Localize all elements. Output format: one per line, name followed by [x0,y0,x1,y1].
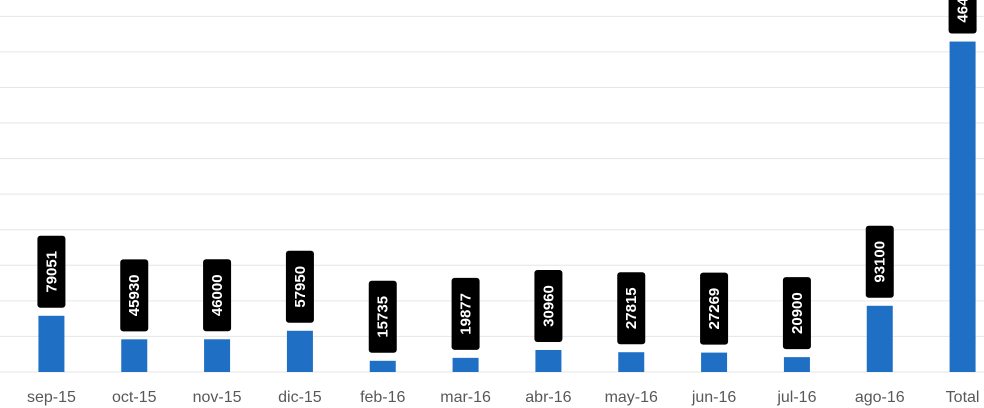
data-label: 93100 [872,241,889,283]
data-label-box [120,259,149,332]
x-tick-label: mar-16 [440,389,491,406]
data-label: 20900 [789,292,806,334]
bar [38,315,65,372]
data-label: 15735 [375,296,392,338]
data-label-box [37,235,66,308]
data-label-box [203,259,232,332]
x-tick-label: Total [946,389,980,406]
x-tick-label: may-16 [605,389,658,406]
data-label-box [368,280,397,353]
data-label: 46000 [209,274,226,316]
x-tick-label: ago-16 [855,389,905,406]
bar [701,352,728,372]
data-label-box [782,277,811,350]
bar [618,352,645,372]
x-tick-label: abr-16 [525,389,571,406]
data-label: 30960 [540,285,557,327]
bar [121,339,148,372]
bar [866,305,893,372]
data-label: 57950 [292,266,309,308]
bar [949,41,976,372]
x-tick-label: jul-16 [776,389,816,406]
bar [369,360,396,372]
x-tick-label: nov-15 [193,389,242,406]
x-tick-label: feb-16 [360,389,405,406]
bar [452,357,479,372]
x-tick-label: dic-15 [278,389,322,406]
x-tick-label: jun-16 [691,389,737,406]
data-label-box [948,0,977,34]
x-tick-label: oct-15 [112,389,157,406]
data-label: 79051 [43,251,60,293]
data-label-box [865,225,894,298]
data-label: 464587 [955,0,972,23]
bar [286,330,313,372]
data-label-box [617,272,646,345]
data-label: 45930 [126,274,143,316]
data-label-box [285,250,314,323]
data-label: 27815 [623,287,640,329]
data-label-box [451,277,480,350]
data-label-box [700,272,729,345]
bar [535,349,562,372]
data-label: 27269 [706,288,723,330]
data-label: 19877 [458,293,475,335]
data-label-box [534,269,563,342]
x-tick-label: sep-15 [27,389,76,406]
bar [204,339,231,372]
bar [783,357,810,372]
